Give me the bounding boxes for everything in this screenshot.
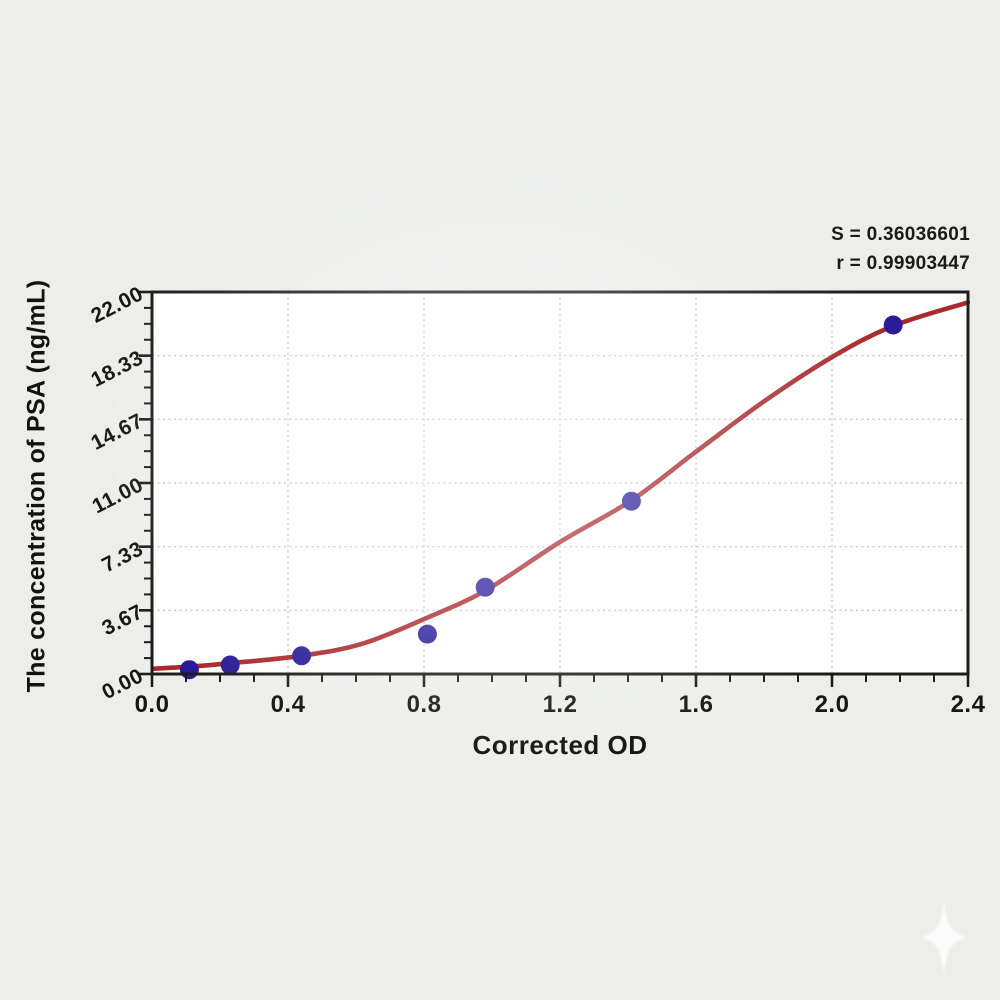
x-tick-label: 0.0 <box>134 691 170 718</box>
fitted-curve <box>152 300 970 672</box>
x-tick-label: 2.4 <box>950 691 986 718</box>
fit-stat-r: r = 0.99903447 <box>836 253 970 274</box>
fit-statistics: S = 0.36036601 r = 0.99903447 <box>831 220 970 278</box>
data-point <box>475 577 495 597</box>
data-point <box>883 315 903 335</box>
y-tick-label: 7.33 <box>98 536 147 577</box>
four-point-star-icon <box>921 898 967 982</box>
data-point <box>621 491 641 511</box>
x-tick-label: 0.4 <box>270 691 306 718</box>
data-point <box>220 655 240 675</box>
x-tick-label: 1.2 <box>542 691 578 718</box>
x-axis-title: Corrected OD <box>472 730 648 760</box>
data-point <box>417 624 437 644</box>
y-axis-title: The concentration of PSA (ng/mL) <box>22 279 51 693</box>
data-point <box>292 646 312 666</box>
y-tick-label: 22.00 <box>87 282 147 328</box>
y-tick-label: 14.67 <box>87 409 147 456</box>
x-tick-label: 2.0 <box>814 691 850 718</box>
x-tick-label: 1.6 <box>678 691 714 718</box>
y-tick-label: 3.67 <box>98 600 147 641</box>
y-tick-label: 18.33 <box>87 345 147 392</box>
y-tick-label: 11.00 <box>88 473 147 519</box>
x-tick-label: 0.8 <box>406 691 442 718</box>
fit-stat-s: S = 0.36036601 <box>831 224 970 245</box>
